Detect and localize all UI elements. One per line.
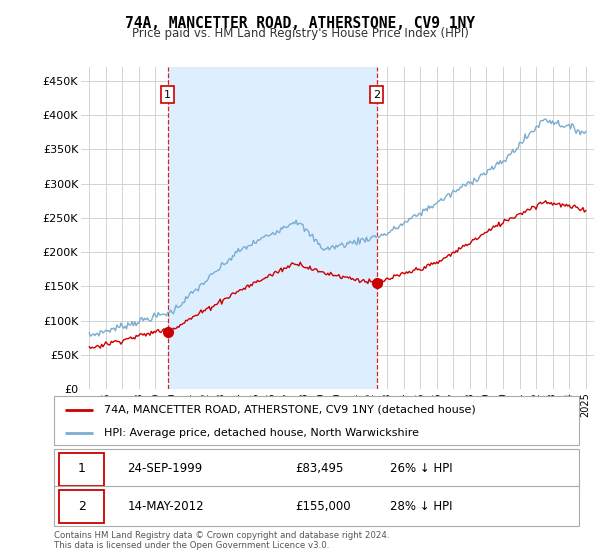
FancyBboxPatch shape (59, 490, 104, 523)
FancyBboxPatch shape (59, 452, 104, 486)
Text: Price paid vs. HM Land Registry's House Price Index (HPI): Price paid vs. HM Land Registry's House … (131, 27, 469, 40)
Bar (167, 67, 377, 389)
Text: 28% ↓ HPI: 28% ↓ HPI (390, 500, 452, 513)
Text: 2: 2 (78, 500, 86, 513)
Text: Contains HM Land Registry data © Crown copyright and database right 2024.
This d: Contains HM Land Registry data © Crown c… (54, 531, 389, 550)
Text: 2: 2 (373, 90, 380, 100)
Text: 74A, MANCETTER ROAD, ATHERSTONE, CV9 1NY: 74A, MANCETTER ROAD, ATHERSTONE, CV9 1NY (125, 16, 475, 31)
Text: 1: 1 (78, 462, 86, 475)
Text: 14-MAY-2012: 14-MAY-2012 (128, 500, 204, 513)
Text: £83,495: £83,495 (296, 462, 344, 475)
Text: 24-SEP-1999: 24-SEP-1999 (128, 462, 203, 475)
FancyBboxPatch shape (54, 486, 579, 526)
Text: 26% ↓ HPI: 26% ↓ HPI (390, 462, 452, 475)
Text: £155,000: £155,000 (296, 500, 351, 513)
FancyBboxPatch shape (54, 449, 579, 489)
Text: 74A, MANCETTER ROAD, ATHERSTONE, CV9 1NY (detached house): 74A, MANCETTER ROAD, ATHERSTONE, CV9 1NY… (104, 405, 476, 415)
FancyBboxPatch shape (54, 396, 579, 445)
Text: HPI: Average price, detached house, North Warwickshire: HPI: Average price, detached house, Nort… (104, 428, 419, 438)
Text: 1: 1 (164, 90, 171, 100)
